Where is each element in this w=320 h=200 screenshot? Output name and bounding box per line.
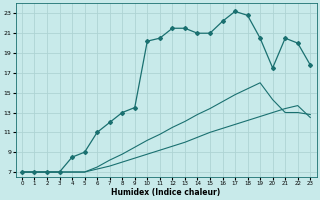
X-axis label: Humidex (Indice chaleur): Humidex (Indice chaleur) bbox=[111, 188, 221, 197]
